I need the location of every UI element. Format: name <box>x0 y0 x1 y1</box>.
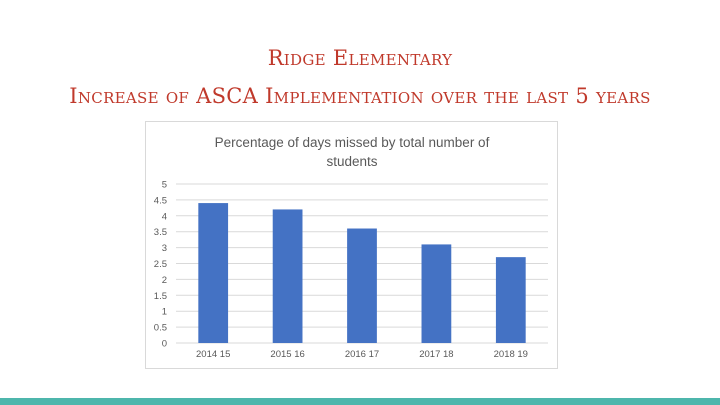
x-tick-label: 2015 16 <box>270 349 304 360</box>
slide-subtitle: Increase of ASCA Implementation over the… <box>69 84 651 108</box>
y-tick-label: 1 <box>162 307 167 318</box>
y-tick-label: 3.5 <box>154 227 167 238</box>
y-tick-label: 5 <box>162 180 167 191</box>
footer-accent-bar <box>0 398 720 405</box>
y-tick-label: 3 <box>162 243 167 254</box>
y-tick-label: 0 <box>162 339 167 350</box>
chart-canvas: Percentage of days missed by total numbe… <box>154 135 548 360</box>
bar-2018-19 <box>495 257 526 343</box>
slide-title: Ridge Elementary <box>267 46 453 70</box>
y-tick-label: 2.5 <box>154 259 167 270</box>
bar-chart: Percentage of days missed by total numbe… <box>145 121 558 369</box>
x-tick-label: 2017 18 <box>419 349 453 360</box>
y-axis-ticks: 0 0.5 1 1.5 2 2.5 3 3.5 4 4.5 5 <box>154 180 167 350</box>
bars <box>198 203 526 343</box>
x-tick-label: 2014 15 <box>196 349 230 360</box>
y-tick-label: 0.5 <box>154 323 167 334</box>
y-tick-label: 4.5 <box>154 195 167 206</box>
x-tick-label: 2018 19 <box>494 349 528 360</box>
bar-2015-16 <box>272 209 303 343</box>
y-tick-label: 2 <box>162 275 167 286</box>
x-tick-label: 2016 17 <box>345 349 379 360</box>
bar-2017-18 <box>421 244 452 343</box>
chart-title-line-1: Percentage of days missed by total numbe… <box>215 135 490 150</box>
chart-title-line-2: students <box>326 154 377 169</box>
bar-2016-17 <box>347 228 377 343</box>
bar-2014-15 <box>198 203 229 343</box>
y-tick-label: 4 <box>162 211 167 222</box>
y-tick-label: 1.5 <box>154 291 167 302</box>
x-axis-ticks: 2014 15 2015 16 2016 17 2017 18 2018 19 <box>196 349 528 360</box>
